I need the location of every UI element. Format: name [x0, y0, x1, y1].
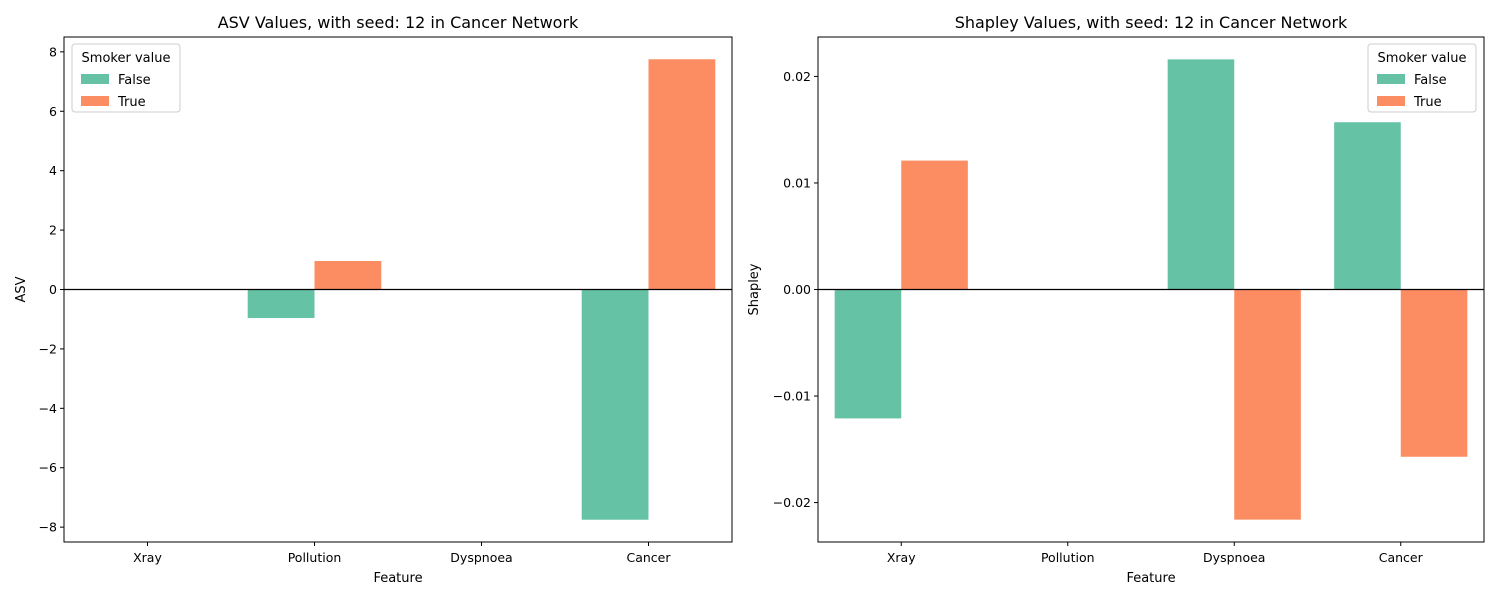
x-tick-label: Pollution [288, 550, 342, 565]
y-tick-label: 8 [49, 44, 57, 59]
legend-swatch-false [81, 74, 109, 84]
bar-true-cancer [1400, 289, 1468, 457]
legend-label-true: True [117, 95, 146, 110]
y-tick-label: 0.02 [783, 69, 811, 84]
y-tick-label: −0.01 [773, 389, 811, 404]
legend: Smoker value False True [71, 43, 181, 113]
y-tick-label: 6 [49, 104, 57, 119]
chart-title: ASV Values, with seed: 12 in Cancer Netw… [218, 13, 579, 32]
legend: Smoker value False True [1367, 43, 1477, 113]
legend-label-false: False [118, 73, 151, 88]
bar-false-pollution [247, 289, 315, 319]
bar-false-xray [834, 289, 902, 419]
bar-true-pollution [314, 260, 382, 290]
y-tick-label: −2 [39, 341, 57, 356]
y-axis-label: Shapley [747, 263, 762, 315]
x-tick-label: Xray [133, 550, 162, 565]
chart-panel-2: −0.02 −0.01 0.00 0.01 0.02 Xray Pollution Dyspn… [747, 13, 1485, 586]
x-axis-label: Feature [373, 571, 422, 586]
x-tick-label: Pollution [1041, 550, 1095, 565]
y-tick-label: −8 [39, 520, 57, 535]
chart-title: Shapley Values, with seed: 12 in Cancer … [955, 13, 1348, 32]
legend-swatch-true [81, 96, 109, 106]
y-tick-label: 4 [49, 163, 57, 178]
bar-false-dyspnoea [1167, 59, 1235, 290]
legend-swatch-true [1377, 96, 1405, 106]
legend-title: Smoker value [1378, 51, 1467, 66]
legend-label-true: True [1413, 95, 1442, 110]
x-tick-label: Cancer [626, 550, 671, 565]
y-tick-label: −4 [39, 401, 57, 416]
y-axis-label: ASV [14, 276, 29, 302]
y-tick-label: 0 [49, 282, 57, 297]
legend-box [71, 43, 181, 113]
bar-false-cancer [1334, 122, 1401, 290]
x-tick-label: Dyspnoea [450, 550, 512, 565]
bar-true-xray [901, 160, 968, 290]
y-tick-label: 0.01 [783, 175, 811, 190]
legend-box [1367, 43, 1477, 113]
y-tick-label: −0.02 [773, 495, 811, 510]
legend-label-false: False [1414, 73, 1447, 88]
y-tick-label: 0.00 [783, 282, 811, 297]
bar-false-cancer [581, 289, 649, 520]
x-tick-label: Xray [887, 550, 916, 565]
legend-title: Smoker value [82, 51, 171, 66]
x-tick-label: Dyspnoea [1203, 550, 1265, 565]
bar-true-cancer [648, 59, 716, 290]
chart-panel-1: −8 −6 −4 −2 0 2 4 6 8 Xray Pollution Dyspnoea Cancer… [14, 13, 733, 586]
y-tick-label: −6 [39, 460, 57, 475]
y-tick-label: 2 [49, 223, 57, 238]
bar-true-dyspnoea [1234, 289, 1301, 520]
legend-swatch-false [1377, 74, 1405, 84]
x-tick-label: Cancer [1379, 550, 1424, 565]
x-axis-label: Feature [1126, 571, 1175, 586]
